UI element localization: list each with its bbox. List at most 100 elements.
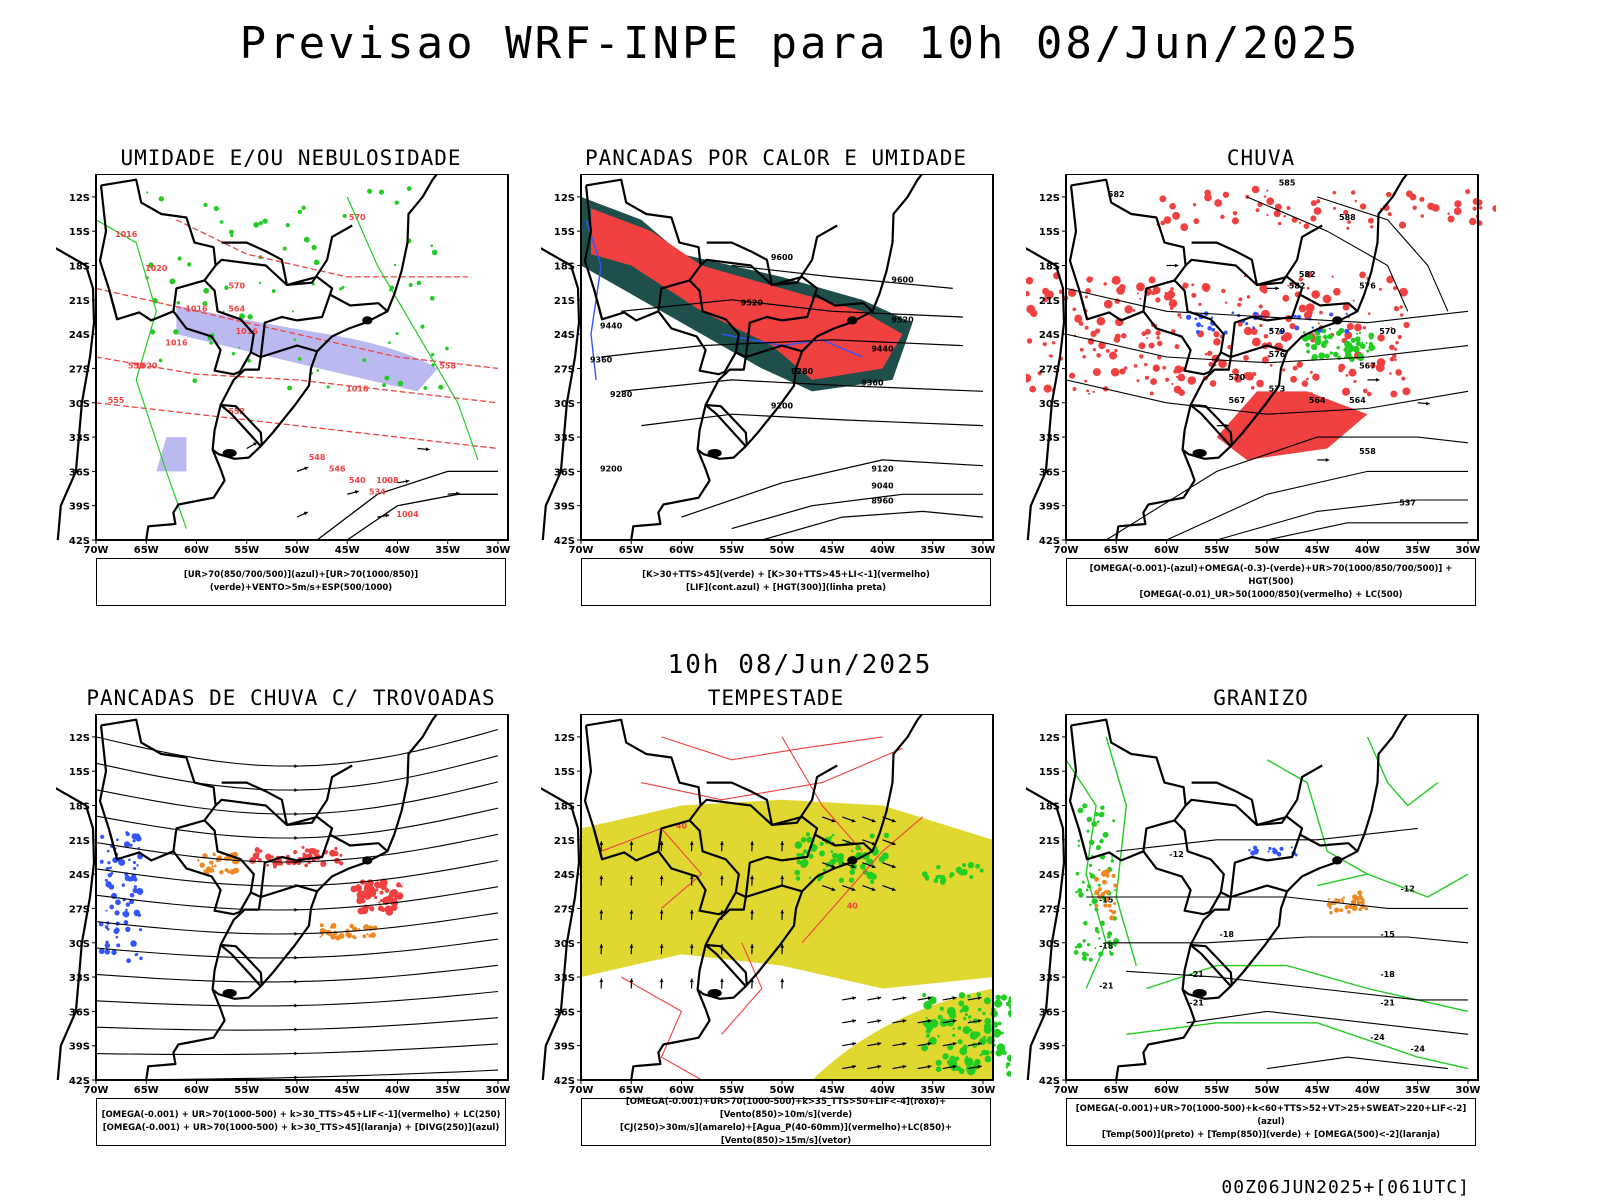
panel-granizo: GRANIZO -12 -15 -18 -18 -21 -21 -21 -24 -15 -18 -2… — [1026, 686, 1496, 1166]
map-frame — [1065, 714, 1479, 1081]
rain-area-red — [1280, 334, 1288, 342]
rain-area-red — [1163, 216, 1172, 224]
green-humidity-dot — [239, 313, 246, 320]
border-line — [1298, 833, 1359, 853]
strong-wind-green — [922, 992, 927, 998]
main-title: Previsao WRF-INPE para 10h 08/Jun/2025 — [239, 18, 1361, 69]
strong-wind-green — [974, 1058, 981, 1066]
rain-area-red — [1092, 390, 1095, 393]
stream-arrow-head — [294, 764, 298, 769]
thunder-red — [378, 901, 381, 904]
panel-pancadas-trovoadas: PANCADAS DE CHUVA C/ TROVOADAS 12S 15S 18S… — [56, 686, 526, 1166]
divergence-blue — [139, 956, 143, 961]
thunder-red — [302, 852, 307, 857]
green-humidity-dot — [209, 341, 213, 345]
lon-label: 65W — [134, 545, 159, 556]
lon-label: 40W — [1355, 545, 1380, 556]
thunder-red — [380, 907, 386, 913]
lat-label: 24S — [554, 330, 575, 341]
lon-label: 35W — [920, 1085, 945, 1096]
border-line — [657, 279, 740, 376]
wind-vector-head — [780, 841, 785, 845]
contour-label: 9200 — [771, 401, 794, 410]
hgt300-contour — [681, 459, 984, 518]
contour-label: 585 — [1279, 178, 1296, 187]
thunder-red — [394, 896, 398, 900]
legend-line: [Temp(500)](preto) + [Temp(850)](verde) … — [1101, 1129, 1441, 1140]
lat-label: 15S — [554, 767, 575, 778]
strong-wind-green — [964, 1057, 974, 1067]
border-line — [593, 829, 604, 860]
wind-vector-head — [831, 887, 836, 891]
rain-area-red — [1072, 387, 1077, 391]
lat-label: 39S — [1039, 1042, 1060, 1053]
lat-label: 33S — [554, 973, 575, 984]
rain-area-blue — [1196, 322, 1202, 328]
temp850-dot — [1112, 819, 1116, 823]
rain-area-red — [1043, 297, 1048, 303]
thunder-red — [361, 899, 366, 904]
thunder-red — [358, 890, 367, 899]
lat-label: 24S — [69, 870, 90, 881]
contour-label: 1020 — [135, 361, 158, 370]
strong-wind-green — [1000, 994, 1008, 1001]
wind-vector-head — [871, 864, 876, 869]
rain-area-blue — [1194, 317, 1198, 321]
lon-label: 70W — [1054, 545, 1079, 556]
divergence-blue — [109, 866, 112, 870]
strong-wind-green — [800, 836, 807, 843]
rain-area-red — [1399, 305, 1403, 309]
lon-label: 30W — [1455, 1085, 1480, 1096]
wind-vector-head — [891, 818, 896, 823]
temp850-dot — [1102, 831, 1109, 838]
rain-area-red — [1089, 276, 1094, 281]
strong-wind-green — [829, 835, 833, 839]
thunder-red — [272, 864, 277, 869]
border-line — [696, 351, 747, 450]
hgt300-contour — [621, 379, 984, 392]
rain-area-red — [1389, 344, 1395, 351]
rain-area-red — [1162, 365, 1167, 370]
divergence-blue — [105, 909, 108, 912]
rain-area-red — [1084, 295, 1088, 299]
rain-area-red — [1114, 333, 1121, 340]
rain-area-red — [1110, 367, 1120, 377]
temp850-dot — [1109, 946, 1113, 950]
rain-area-red — [1472, 206, 1477, 211]
lat-label: 24S — [1039, 330, 1060, 341]
map-base — [1066, 174, 1478, 540]
rain-area-red — [1136, 282, 1145, 292]
temp850-dot — [1097, 883, 1101, 887]
green-humidity-dot — [203, 202, 208, 208]
lat-label: 18S — [554, 802, 575, 813]
wind-vector-head — [927, 1019, 932, 1023]
strong-wind-green — [925, 1016, 928, 1019]
thunder-red — [379, 890, 384, 895]
map-base — [96, 714, 508, 1080]
lat-label: 21S — [1039, 836, 1060, 847]
stream-arrow-head — [294, 907, 298, 912]
green-humidity-dot — [173, 329, 179, 335]
lat-label: 30S — [69, 939, 90, 950]
wind-vector-head — [719, 841, 724, 845]
hgt500-contour — [1065, 333, 1469, 364]
lon-label: 60W — [184, 1085, 209, 1096]
contour-label: 9200 — [600, 464, 623, 473]
border-line — [583, 178, 702, 322]
temp850-dot — [1094, 926, 1099, 931]
green-humidity-dot — [271, 289, 276, 293]
temp850-dot — [1086, 943, 1091, 947]
strong-wind-green — [1005, 1062, 1011, 1067]
rain-area-red — [1393, 358, 1397, 361]
thunder-red — [265, 853, 272, 861]
lon-label: 45W — [1305, 1085, 1330, 1096]
strong-wind-green — [935, 1066, 942, 1073]
strong-wind-green — [881, 852, 889, 860]
rain-area-red — [1299, 221, 1302, 224]
lat-label: 42S — [1039, 536, 1060, 547]
wind-vector-head — [385, 513, 390, 518]
instability-area-red — [591, 208, 903, 380]
rain-area-red — [1049, 354, 1053, 358]
omega-orange — [1113, 883, 1118, 888]
